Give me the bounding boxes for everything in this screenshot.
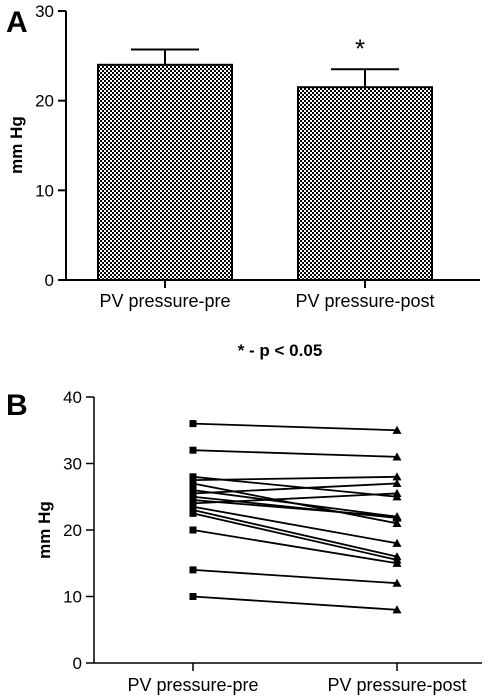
panel-a-annotations: *	[355, 33, 365, 63]
panel-b-post-marker	[392, 518, 402, 527]
panel-b-y-tick-label: 10	[63, 588, 82, 607]
panel-b-pre-marker	[189, 593, 197, 600]
panel-b-pre-marker	[189, 446, 197, 454]
panel-b-post-marker	[392, 512, 402, 521]
panel-letter-b: B	[6, 389, 28, 422]
panel-b-post-marker	[392, 558, 402, 567]
panel-b-y-tick-label: 20	[63, 521, 82, 540]
panel-b-y-axis-label: mm Hg	[35, 501, 54, 559]
panel-b-pre-marker	[189, 479, 197, 487]
panel-b-subject-line	[192, 482, 398, 495]
panel-b-subject-line	[192, 489, 398, 518]
panel-b-post-marker	[392, 452, 402, 461]
panel-a-y-axis-label: mm Hg	[7, 116, 26, 174]
panel-a-y-tick-label: 20	[35, 92, 54, 111]
panel-a-category-label: PV pressure-post	[295, 291, 434, 311]
panel-b-post-marker	[392, 488, 402, 498]
panel-b-subject-line	[192, 422, 398, 432]
panel-b-subject-line	[192, 449, 398, 458]
panel-a-error-bars	[131, 48, 399, 88]
panel-a-significance-marker: *	[355, 33, 365, 63]
panel-letter-a: A	[6, 6, 28, 39]
panel-b-subject-line	[192, 529, 398, 565]
panel-b-post-marker	[392, 538, 402, 547]
panel-b-category-label: PV pressure-pre	[127, 675, 258, 695]
panel-b-pre-marker	[189, 566, 197, 574]
panel-b-post-marker	[392, 605, 402, 614]
panel-b-subject-line	[192, 509, 398, 558]
panel-b-category-label: PV pressure-post	[327, 675, 466, 695]
panel-a-y-tick-label: 10	[35, 181, 54, 200]
panel-b-post-marker	[392, 425, 402, 434]
panel-b-y-ticks: 0 10 20 30 40	[63, 388, 94, 673]
panel-a-y-tick-label: 30	[35, 2, 54, 21]
panel-b-subject-line	[192, 475, 398, 482]
panel-b-axes	[93, 397, 482, 671]
panel-b-pre-marker	[189, 420, 197, 428]
panel-b-category-labels: PV pressure-pre PV pressure-post	[127, 675, 466, 695]
panel-b-post-marker	[392, 478, 402, 488]
panel-b-pre-marker	[189, 526, 197, 534]
panel-b-subject-line	[192, 569, 398, 585]
panel-b-y-tick-label: 30	[63, 455, 82, 474]
panel-a-category-labels: PV pressure-pre PV pressure-post	[99, 291, 434, 311]
panel-b-subject-line	[192, 499, 398, 518]
panel-b-y-tick-label: 40	[63, 388, 82, 407]
panel-a-y-ticks: 0 10 20 30	[35, 2, 66, 290]
panel-b-subject-line	[192, 595, 398, 611]
panel-a-category-label: PV pressure-pre	[99, 291, 230, 311]
panel-b-pre-marker	[189, 509, 197, 517]
panel-b-post-marker	[392, 578, 402, 587]
panel-b-paired-lines	[192, 422, 398, 611]
panel-a-y-tick-label: 0	[45, 271, 54, 290]
panel-b-y-tick-label: 0	[73, 654, 82, 673]
panel-b-subject-line	[192, 505, 398, 545]
panel-b-markers	[189, 420, 402, 614]
panel-b-post-marker	[392, 472, 402, 481]
panel-b-subject-line	[192, 492, 398, 505]
panel-a-bar	[97, 63, 233, 281]
panel-a-bars	[97, 63, 433, 282]
panel-b-subject-line	[192, 512, 398, 561]
significance-note: * - p < 0.05	[238, 341, 323, 360]
panel-a-bar	[297, 86, 433, 282]
